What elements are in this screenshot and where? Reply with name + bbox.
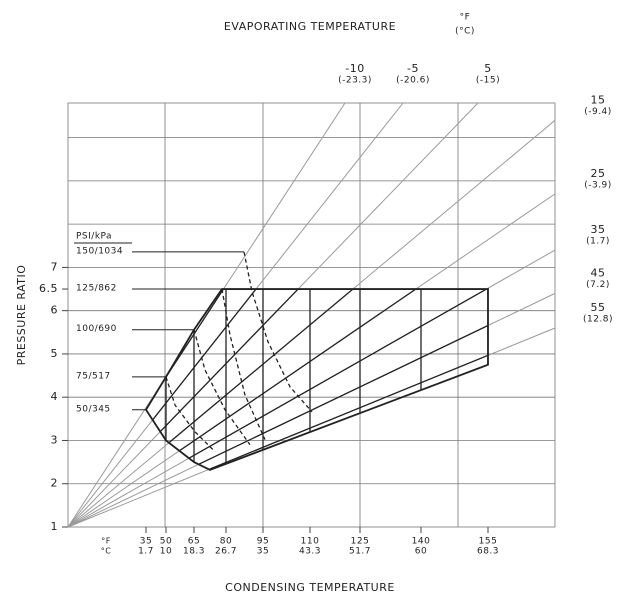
x-unit-label: °C bbox=[101, 547, 112, 556]
legend-label-c: (-20.6) bbox=[396, 76, 430, 86]
x-axis-label: CONDENSING TEMPERATURE bbox=[225, 581, 395, 594]
pressure-line bbox=[243, 251, 313, 413]
x-tick-label: 80 bbox=[220, 537, 232, 547]
legend-label-c: (12.8) bbox=[583, 314, 613, 324]
operating-envelope bbox=[144, 288, 489, 471]
y-tick-label: 2 bbox=[51, 477, 59, 490]
pressure-label: 125/862 bbox=[76, 284, 117, 294]
pressure-line bbox=[145, 409, 211, 471]
x-tick-label-c: 10 bbox=[160, 547, 172, 557]
evaporating-line-inside bbox=[146, 289, 488, 470]
chart-title: EVAPORATING TEMPERATURE bbox=[224, 20, 396, 33]
legend-label: 25 bbox=[591, 167, 606, 180]
x-tick-label-c: 60 bbox=[415, 547, 427, 557]
x-tick-label-c: 18.3 bbox=[183, 547, 205, 557]
y-axis-label: PRESSURE RATIO bbox=[15, 265, 28, 366]
legend-label: -10 bbox=[345, 62, 364, 75]
legend-label: 15 bbox=[591, 93, 606, 106]
evaporating-line-inside bbox=[146, 327, 488, 470]
evaporating-line-inside bbox=[146, 292, 488, 470]
x-tick-label: 140 bbox=[412, 537, 431, 547]
title-unit: °F bbox=[460, 13, 471, 23]
x-tick-label-c: 1.7 bbox=[138, 547, 154, 557]
x-tick-label: 125 bbox=[351, 537, 370, 547]
legend-label: 5 bbox=[484, 62, 492, 75]
x-tick-label-c: 43.3 bbox=[299, 547, 321, 557]
y-tick-label: 7 bbox=[51, 260, 59, 273]
legend-label: 35 bbox=[591, 223, 606, 236]
legend-label-c: (-23.3) bbox=[338, 76, 372, 86]
x-tick-label-c: 26.7 bbox=[215, 547, 237, 557]
evaporating-line-inside bbox=[146, 289, 346, 470]
y-tick-label: 1 bbox=[51, 520, 59, 533]
x-tick-label-c: 68.3 bbox=[477, 547, 499, 557]
x-tick-label: 50 bbox=[160, 537, 172, 547]
legend-label-c: (-15) bbox=[476, 76, 500, 86]
evaporating-line-inside bbox=[146, 289, 404, 470]
legend-label-c: (1.7) bbox=[586, 237, 610, 247]
pressure-line bbox=[193, 329, 251, 446]
legend-label-c: (-3.9) bbox=[584, 180, 612, 190]
y-tick-label: 6.5 bbox=[39, 282, 58, 295]
x-tick-label-c: 35 bbox=[257, 547, 269, 557]
x-tick-label: 110 bbox=[301, 537, 320, 547]
x-tick-label: 95 bbox=[257, 537, 269, 547]
pressure-label: 100/690 bbox=[76, 324, 117, 334]
x-unit-label: °F bbox=[101, 537, 111, 546]
pressure-line bbox=[221, 288, 266, 440]
legend-label: 45 bbox=[591, 266, 606, 279]
x-tick-label: 35 bbox=[140, 537, 152, 547]
evaporating-line-inside bbox=[146, 289, 488, 470]
y-tick-label: 4 bbox=[51, 390, 59, 403]
legend-label: -5 bbox=[407, 62, 419, 75]
title-unit: (°C) bbox=[455, 27, 475, 37]
pressure-label: 75/517 bbox=[76, 371, 111, 381]
y-tick-label: 6 bbox=[51, 304, 59, 317]
y-tick-label: 5 bbox=[51, 347, 59, 360]
y-tick-label: 3 bbox=[51, 433, 59, 446]
plot-frame bbox=[67, 102, 556, 528]
legend-label-c: (7.2) bbox=[586, 280, 610, 290]
evaporating-line-inside bbox=[146, 289, 479, 470]
pressure-label: 150/1034 bbox=[76, 246, 123, 256]
pressure-label: 50/345 bbox=[76, 404, 111, 414]
x-tick-label-c: 51.7 bbox=[349, 547, 371, 557]
pressure-line bbox=[165, 376, 216, 453]
legend-label: 55 bbox=[591, 301, 606, 314]
pressure-legend-title: PSI/kPa bbox=[76, 232, 112, 242]
x-tick-label: 155 bbox=[479, 537, 498, 547]
x-tick-label: 65 bbox=[188, 537, 200, 547]
legend-label-c: (-9.4) bbox=[584, 107, 612, 117]
